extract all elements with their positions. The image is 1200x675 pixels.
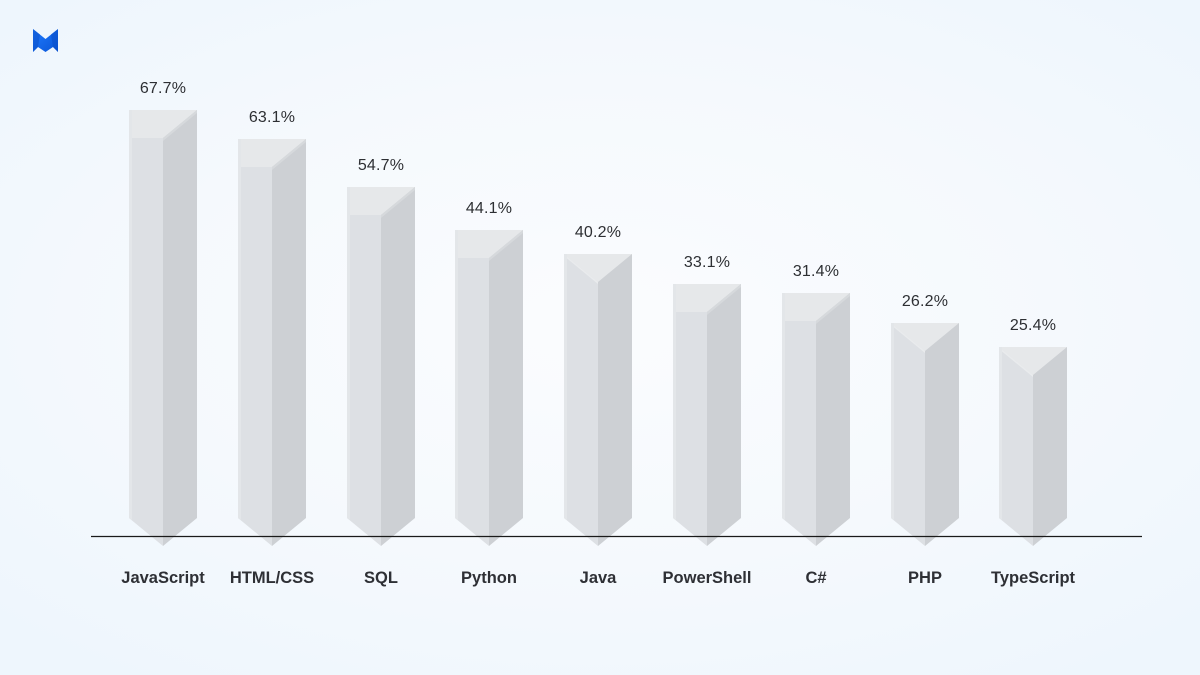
- value-label-typescript: 25.4%: [1009, 317, 1057, 334]
- bar-powershell: [673, 284, 741, 546]
- bar-javascript: [129, 110, 197, 546]
- value-label-csharp: 31.4%: [792, 263, 840, 280]
- bar-html-css: [238, 139, 306, 546]
- value-label-javascript: 67.7%: [139, 80, 187, 97]
- category-label-javascript: JavaScript: [121, 569, 205, 587]
- value-label-sql: 54.7%: [357, 157, 405, 174]
- category-label-powershell: PowerShell: [662, 569, 752, 587]
- category-label-html-css: HTML/CSS: [229, 569, 315, 587]
- bar-c-: [782, 293, 850, 546]
- category-label-typescript: TypeScript: [990, 569, 1076, 587]
- bars-layer: [129, 110, 1067, 546]
- bar-typescript: [999, 347, 1067, 546]
- bar-sql: [347, 187, 415, 546]
- value-label-java: 40.2%: [574, 224, 622, 241]
- m-logo-icon: [33, 29, 58, 52]
- value-label-php: 26.2%: [901, 293, 949, 310]
- value-label-python: 44.1%: [465, 200, 513, 217]
- value-label-html-css: 63.1%: [248, 109, 296, 126]
- category-label-sql: SQL: [364, 569, 398, 587]
- category-label-java: Java: [579, 569, 617, 587]
- category-label-php: PHP: [908, 569, 942, 587]
- bar-java: [564, 254, 632, 546]
- category-label-python: Python: [461, 569, 517, 587]
- bar-python: [455, 230, 523, 546]
- value-label-powershell: 33.1%: [683, 254, 731, 271]
- bar-php: [891, 323, 959, 546]
- category-label-csharp: C#: [805, 569, 827, 587]
